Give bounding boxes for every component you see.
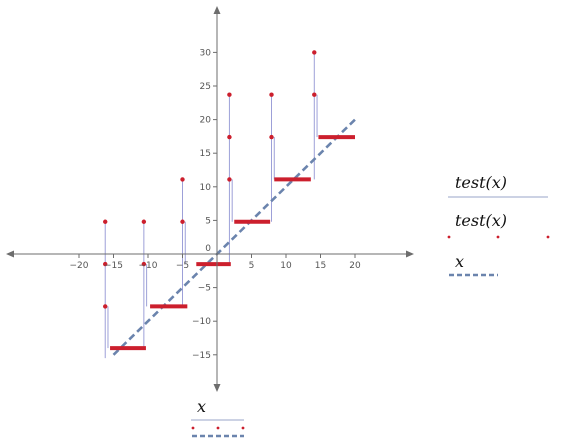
test-series-point — [180, 219, 185, 224]
diagonal-layer — [112, 118, 356, 356]
legend-bottom-dot — [191, 426, 195, 430]
dots-layer — [103, 50, 317, 309]
x-ticks: −20 −15 −10 −5 5 10 15 20 — [70, 254, 361, 271]
legend-top-label: test(x) — [455, 173, 507, 192]
x-tick-label: −20 — [70, 261, 89, 271]
test-series-point — [312, 50, 317, 55]
x-tick-label: −15 — [104, 261, 123, 271]
x-tick-label: 10 — [280, 261, 292, 271]
legend-test-swatch-dot — [447, 235, 451, 239]
y-axis-arrow-up — [213, 6, 221, 14]
legend-bottom-x-label: x — [197, 397, 206, 416]
test-series-point — [269, 92, 274, 97]
test-series-point — [227, 134, 232, 140]
y-tick-label: 20 — [200, 116, 212, 126]
legend-bottom-dot — [216, 426, 220, 430]
legend-test-label: test(x) — [455, 211, 507, 230]
y-tick-label: −15 — [192, 351, 211, 361]
test-series-point — [103, 261, 108, 267]
test-series-point — [141, 261, 147, 267]
x-axis-arrow-right — [406, 250, 414, 258]
x-tick-label: 15 — [315, 261, 326, 271]
stems-layer — [104, 52, 318, 359]
x-axis-arrow-left — [6, 250, 14, 258]
y-axis-arrow-down — [213, 384, 221, 392]
origin-tick-label: 0 — [205, 244, 211, 254]
y-tick-label: 25 — [200, 82, 211, 92]
y-tick-label: 30 — [200, 48, 212, 58]
x-series-line — [112, 118, 356, 356]
legend-right: test(x) test(x) x — [447, 173, 550, 277]
legend-test-swatch-dot — [496, 235, 500, 239]
test-series-point — [180, 177, 185, 182]
y-tick-label: 10 — [200, 183, 212, 193]
test-series-point — [141, 219, 147, 224]
test-series-point — [103, 219, 108, 224]
y-ticks: 30 25 20 15 10 5 −5 −10 −15 — [192, 48, 217, 361]
steps-layer — [110, 135, 355, 351]
y-tick-label: −10 — [192, 317, 211, 327]
x-tick-label: −10 — [139, 261, 158, 271]
legend-bottom-dot — [241, 426, 245, 430]
legend-x-label: x — [455, 252, 464, 271]
y-tick-label: 5 — [205, 216, 211, 226]
test-series-point — [227, 177, 232, 182]
x-tick-label: 5 — [249, 261, 255, 271]
test-series-point — [312, 92, 317, 97]
x-tick-label: −5 — [176, 261, 189, 271]
test-series-point — [103, 304, 108, 309]
x-tick-label: 20 — [349, 261, 361, 271]
test-series-point — [269, 134, 274, 140]
y-tick-label: −5 — [198, 284, 211, 294]
legend-test-swatch-dot — [546, 235, 550, 239]
legend-bottom: x — [191, 397, 245, 438]
axes-layer: −20 −15 −10 −5 5 10 15 20 30 25 20 15 10 5 −5 −10 −15 0 — [6, 6, 414, 392]
test-series-point — [227, 92, 232, 97]
y-tick-label: 15 — [200, 149, 211, 159]
